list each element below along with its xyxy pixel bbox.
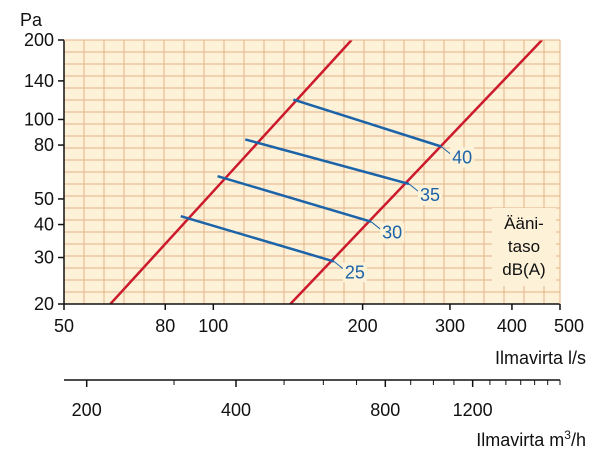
x2-tick-label: 1200: [453, 400, 493, 420]
y-axis-ticks: 20 30 40 50 80 100 140 200: [24, 30, 64, 314]
x-tick-label: 200: [348, 316, 378, 336]
x2-tick-label: 800: [370, 400, 400, 420]
secondary-x-axis: 200 400 800 1200: [64, 379, 561, 420]
legend-line-1: Ääni-: [504, 214, 544, 233]
x-axis-ticks: 50 80 100 200 300 400 500: [54, 304, 584, 336]
sound-level-lines: 25 30 35 40: [180, 98, 475, 283]
sound-label-40: 40: [452, 147, 472, 167]
x-tick-label: 400: [497, 316, 527, 336]
y-tick-label: 50: [34, 189, 54, 209]
sound-line-25: [180, 215, 335, 263]
sound-label-35: 35: [420, 185, 440, 205]
legend-line-2: taso: [508, 237, 540, 256]
sound-label-bg-40: [450, 147, 475, 168]
x-tick-label: 300: [435, 316, 465, 336]
sound-label-bg-25: [342, 262, 367, 283]
y-tick-label: 20: [34, 294, 54, 314]
sound-line-30: [217, 174, 372, 223]
y-tick-label: 140: [24, 71, 54, 91]
y-tick-label: 40: [34, 215, 54, 235]
sound-label-25: 25: [345, 262, 365, 282]
y-tick-label: 80: [34, 135, 54, 155]
sound-label-bg-30: [380, 222, 405, 243]
x2-axis-label: Ilmavirta m3/h: [476, 428, 586, 450]
legend-box: Ääni- taso dB(A): [492, 208, 556, 286]
sound-line-35: [244, 138, 410, 186]
sound-label-bg-35: [417, 184, 442, 205]
sound-label-leader-30: [370, 221, 382, 231]
x-tick-label: 80: [155, 316, 175, 336]
grid: [64, 40, 560, 304]
x-axis-label: Ilmavirta l/s: [495, 348, 586, 368]
y-tick-label: 200: [24, 30, 54, 50]
sound-label-leader-25: [333, 261, 345, 270]
x-tick-label: 50: [54, 316, 74, 336]
sound-label-leader-40: [440, 146, 452, 155]
x2-tick-label: 200: [72, 400, 102, 420]
x-tick-label: 500: [554, 316, 584, 336]
y-tick-label: 30: [34, 248, 54, 268]
x-tick-label: 100: [198, 316, 228, 336]
legend-line-3: dB(A): [502, 260, 545, 279]
sound-label-30: 30: [382, 223, 402, 243]
x2-tick-label: 400: [221, 400, 251, 420]
boundary-line-1: [109, 40, 353, 304]
y-tick-label: 100: [24, 109, 54, 129]
plot-frame: [63, 39, 561, 305]
y-axis-unit: Pa: [20, 10, 43, 30]
sound-line-40: [292, 98, 442, 148]
sound-label-leader-35: [408, 183, 420, 193]
